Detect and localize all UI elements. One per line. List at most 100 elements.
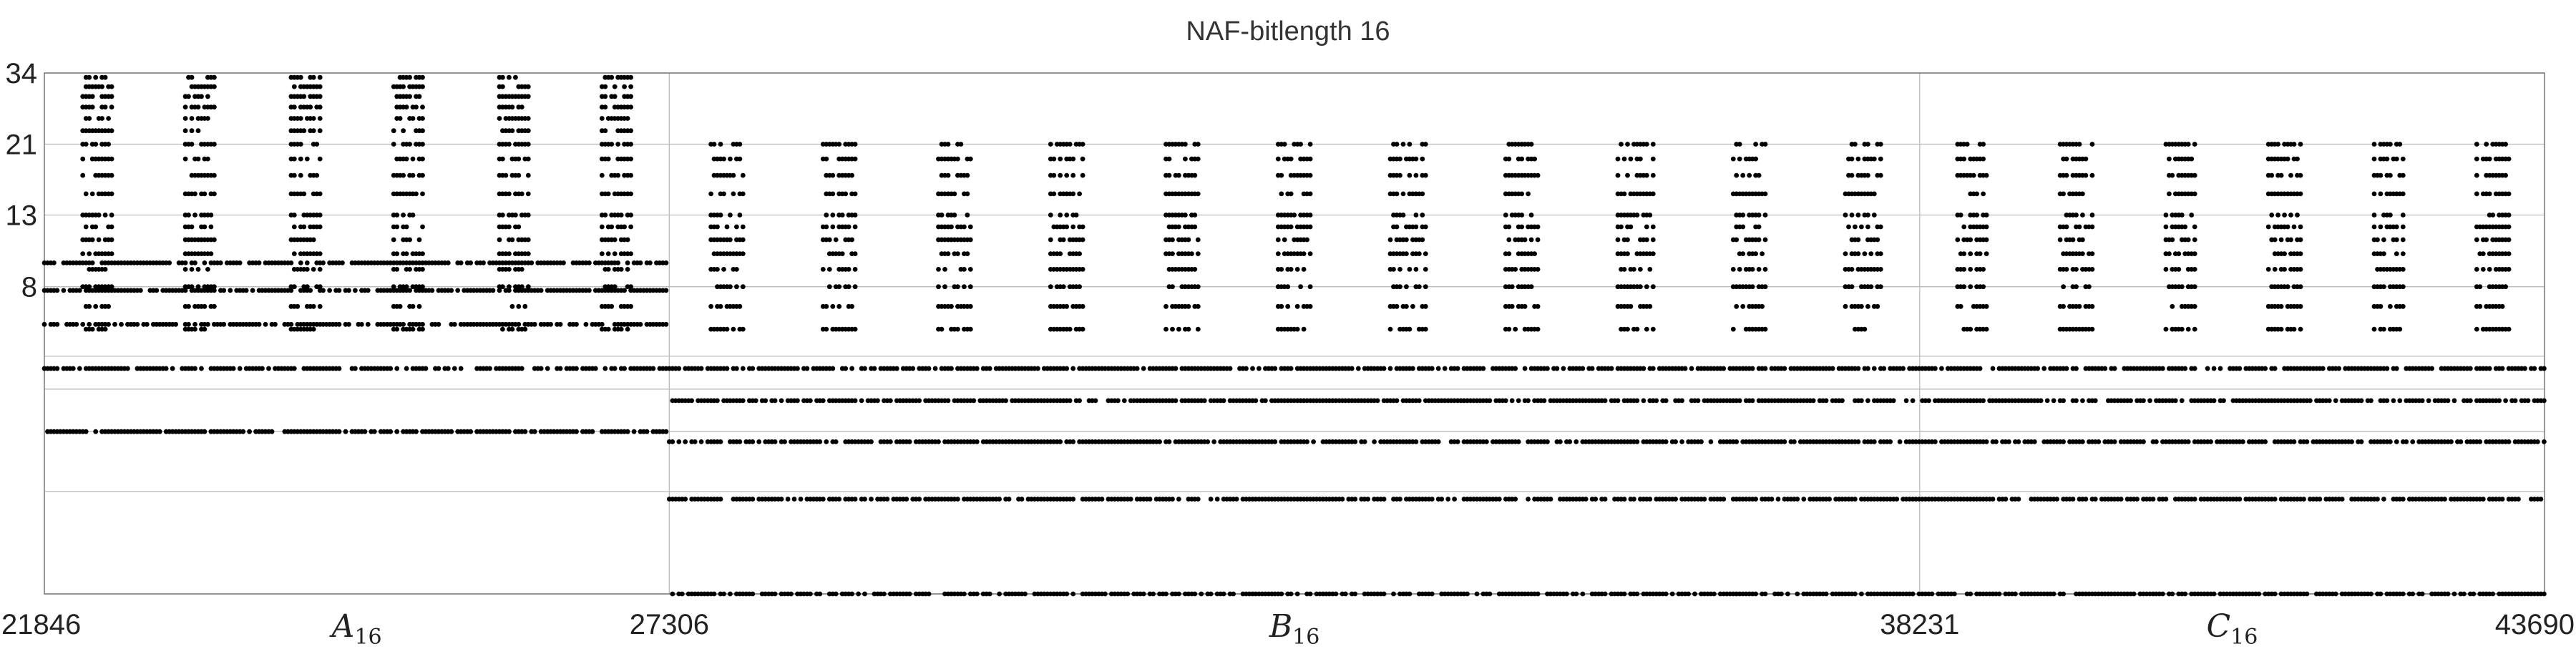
data-point — [1452, 497, 1457, 502]
data-point — [2090, 327, 2095, 332]
data-point — [157, 429, 162, 434]
data-point — [1644, 225, 1649, 230]
data-point — [1410, 366, 1415, 371]
data-point — [80, 322, 85, 327]
data-point — [1285, 284, 1290, 289]
data-point — [843, 366, 848, 371]
data-point — [1276, 251, 1281, 256]
data-point — [183, 267, 188, 272]
data-point — [1308, 192, 1313, 197]
data-point — [840, 213, 845, 218]
data-point — [628, 251, 633, 256]
data-point — [593, 366, 598, 371]
data-point — [196, 128, 201, 133]
data-point — [1350, 366, 1355, 371]
data-point — [1308, 251, 1313, 256]
data-point — [1850, 267, 1855, 272]
data-point — [830, 366, 835, 371]
data-point — [1488, 592, 1493, 597]
data-point — [190, 128, 195, 133]
data-point — [103, 75, 108, 80]
data-point — [1064, 225, 1069, 230]
data-point — [318, 116, 323, 121]
data-point — [250, 288, 255, 293]
data-point — [808, 399, 813, 404]
data-point — [997, 592, 1002, 597]
data-point — [1731, 327, 1736, 332]
data-point — [827, 284, 832, 289]
data-point — [1407, 267, 1413, 272]
data-point — [2090, 304, 2095, 309]
data-point — [507, 225, 512, 230]
data-point — [2192, 238, 2197, 243]
data-point — [721, 192, 726, 197]
data-point — [1295, 304, 1300, 309]
data-point — [1603, 592, 1608, 597]
data-point — [1580, 592, 1585, 597]
data-point — [1536, 304, 1541, 309]
data-point — [1984, 327, 1989, 332]
data-point — [1904, 399, 1909, 404]
data-point — [1965, 142, 1970, 147]
data-point — [1417, 251, 1422, 256]
data-point — [205, 116, 210, 121]
data-point — [2160, 592, 2165, 597]
data-point — [1763, 142, 1768, 147]
data-point — [212, 142, 217, 147]
data-point — [1080, 142, 1085, 147]
data-point — [311, 238, 316, 243]
data-point — [2273, 238, 2278, 243]
data-point — [526, 173, 531, 178]
data-point — [1308, 592, 1313, 597]
data-point — [1984, 304, 1989, 309]
data-point — [192, 213, 197, 218]
data-point — [1641, 399, 1646, 404]
data-point — [2058, 238, 2063, 243]
data-point — [1186, 327, 1191, 332]
data-point — [308, 104, 313, 109]
data-point — [138, 288, 143, 293]
data-point — [1679, 439, 1684, 444]
data-point — [507, 267, 512, 272]
data-point — [2192, 251, 2197, 256]
data-point — [1651, 142, 1656, 147]
data-point — [836, 304, 841, 309]
data-point — [1529, 213, 1534, 218]
data-point — [1356, 366, 1361, 371]
data-point — [1536, 173, 1541, 178]
data-point — [394, 251, 399, 256]
data-point — [824, 304, 829, 309]
data-point — [292, 173, 297, 178]
data-point — [305, 260, 310, 265]
data-point — [824, 439, 829, 444]
data-point — [1878, 142, 1883, 147]
data-point — [298, 157, 303, 162]
data-point — [2080, 399, 2085, 404]
data-point — [407, 288, 412, 293]
data-point — [836, 497, 841, 502]
data-point — [910, 366, 915, 371]
data-point — [619, 213, 624, 218]
data-point — [1635, 439, 1640, 444]
data-point — [2090, 173, 2095, 178]
data-point — [2170, 173, 2175, 178]
data-point — [712, 142, 717, 147]
data-point — [1622, 192, 1627, 197]
data-point — [894, 366, 899, 371]
data-point — [946, 399, 951, 404]
data-point — [628, 75, 633, 80]
data-point — [507, 429, 512, 434]
data-point — [205, 267, 210, 272]
data-point — [2285, 284, 2290, 289]
data-point — [420, 192, 425, 197]
data-point — [1414, 225, 1419, 230]
data-point — [763, 399, 768, 404]
data-point — [346, 288, 351, 293]
data-point — [1859, 225, 1864, 230]
data-point — [298, 75, 303, 80]
data-point — [1192, 267, 1197, 272]
data-point — [1984, 173, 1989, 178]
plot-frame — [44, 73, 2545, 594]
data-point — [2238, 497, 2243, 502]
data-point — [2192, 304, 2197, 309]
